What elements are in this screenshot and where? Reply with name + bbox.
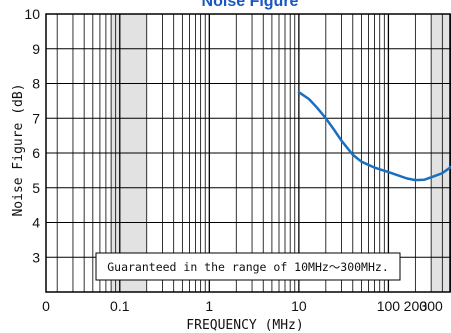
- noise-figure-line: [297, 90, 451, 182]
- y-tick-label: 8: [32, 76, 40, 92]
- y-tick-label: 6: [32, 145, 40, 161]
- annotation-background: [95, 252, 401, 281]
- y-axis-label: Noise Figure (dB): [11, 83, 26, 216]
- y-tick-label: 3: [32, 249, 40, 265]
- noise-figure-series: [297, 90, 451, 182]
- x-tick-label: 0.1: [110, 298, 130, 314]
- x-tick-label: 300: [419, 298, 443, 314]
- y-tick-label: 4: [32, 215, 40, 231]
- x-tick-label: 100: [377, 298, 401, 314]
- y-tick-label: 5: [32, 180, 40, 196]
- major-gridlines: [46, 14, 451, 292]
- x-tick-label: 200: [404, 298, 428, 314]
- chart-title: Noise Figure: [202, 0, 299, 10]
- plot-frame: [45, 13, 451, 293]
- annotation-box: Guaranteed in the range of 10MHz～300MHz.: [95, 252, 401, 281]
- x-tick-label: 1: [205, 298, 213, 314]
- x-axis-label: FREQUENCY (MHz): [186, 318, 303, 333]
- y-tick-label: 7: [32, 110, 40, 126]
- x-tick-label: 10: [291, 298, 307, 314]
- y-tick-label: 10: [24, 6, 40, 22]
- annotation-text: Guaranteed in the range of 10MHz～300MHz.: [107, 260, 389, 274]
- y-tick-label: 9: [32, 41, 40, 57]
- y-tick-labels: 3 4 5 6 7 8 9 10: [24, 6, 40, 265]
- x-tick-label: 0: [42, 298, 50, 314]
